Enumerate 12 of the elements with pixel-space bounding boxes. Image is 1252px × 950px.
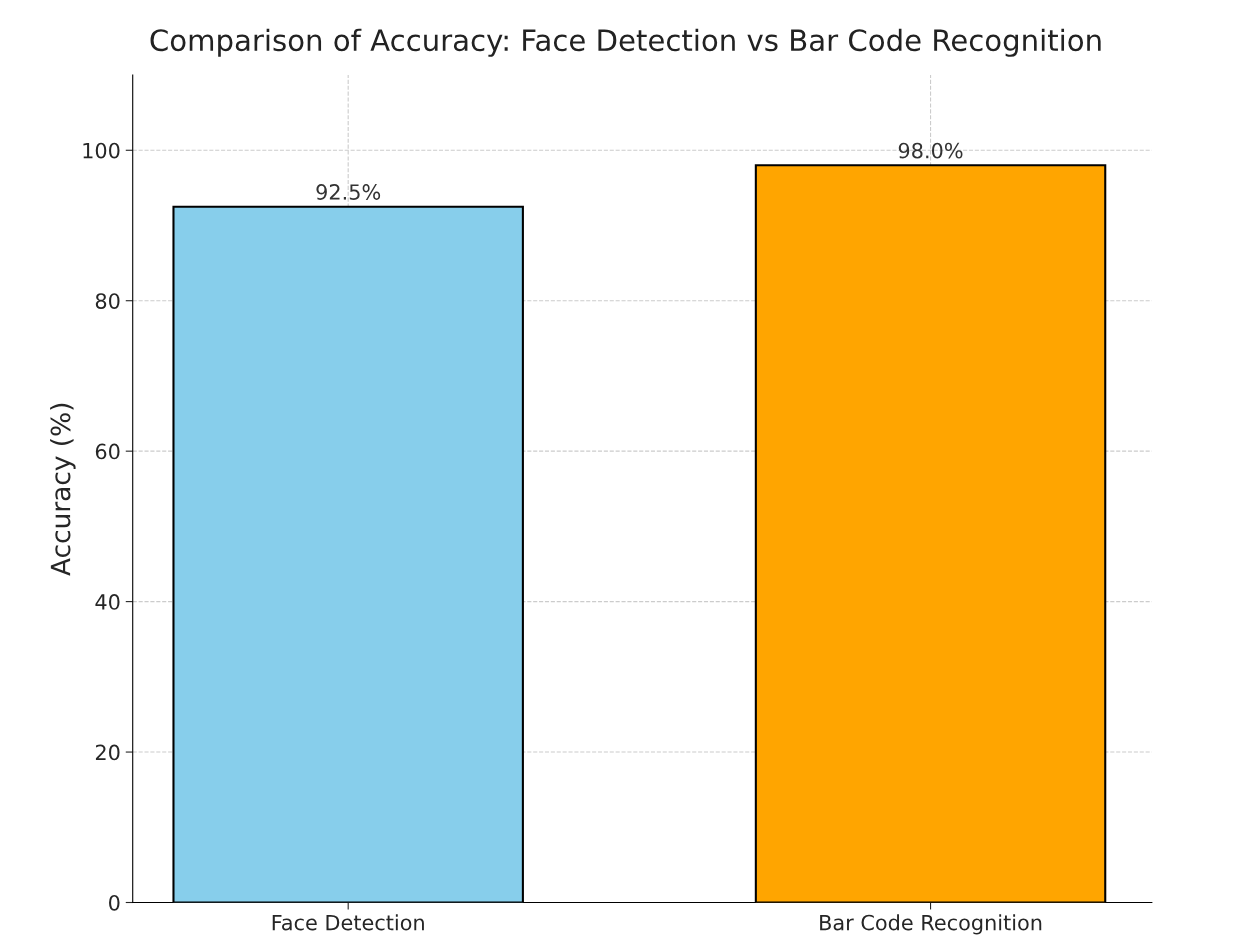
x-tick-label: Face Detection (272, 914, 424, 931)
y-tick-label: 80 (95, 293, 120, 309)
y-tick-label: 100 (83, 142, 120, 159)
x-tick-label: Bar Code Recognition (820, 914, 1042, 935)
y-tick-label: 20 (95, 744, 120, 761)
y-tick-label: 0 (109, 894, 120, 911)
chart-title: Comparison of Accuracy: Face Detection vs Bar Code Recognition (150, 28, 1101, 57)
data-label: 98.0% (898, 142, 963, 159)
y-axis-title: Accuracy (%) (50, 403, 76, 576)
y-tick-label: 60 (95, 443, 120, 460)
y-tick-label: 40 (95, 594, 120, 610)
data-label: 92.5% (316, 184, 381, 200)
